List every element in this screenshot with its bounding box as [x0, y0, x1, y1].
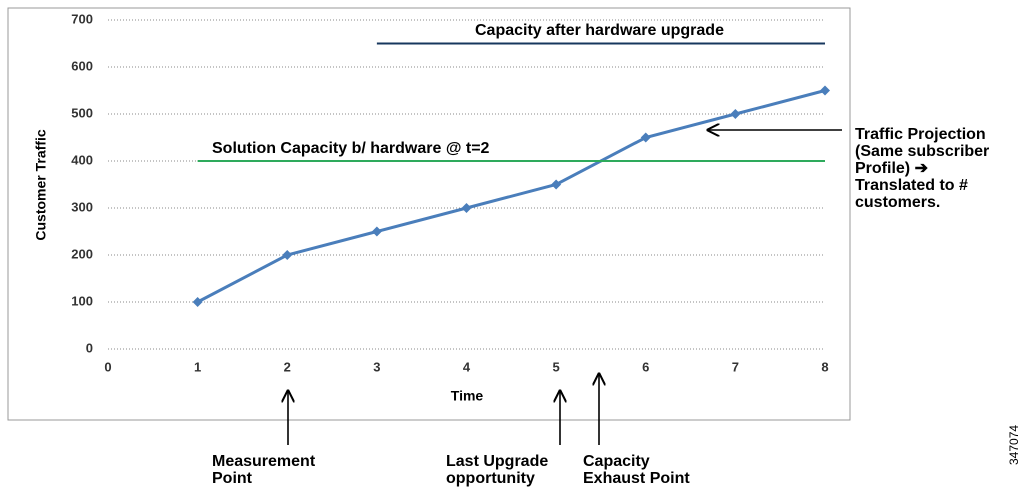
series-line: [196, 89, 826, 304]
data-point: [192, 297, 203, 307]
y-tick-label: 400: [71, 152, 93, 167]
annotation-text: Last Upgrade: [446, 453, 548, 470]
data-point: [640, 132, 651, 143]
x-tick-label: 5: [553, 359, 560, 374]
plot-area: 0 100 200 300 400 500 600 700 0 1 2 3 4 5 6 7 8: [71, 11, 830, 374]
annotation-text: (Same subscriber: [855, 143, 989, 160]
y-tick-label: 700: [71, 11, 93, 26]
x-tick-label: 1: [194, 359, 201, 374]
annotation-text: opportunity: [446, 470, 535, 487]
x-tick-label: 8: [821, 359, 828, 374]
annotation-text: Translated to #: [855, 177, 968, 194]
annotation-text: customers.: [855, 194, 940, 211]
annotation-text: Traffic Projection: [855, 126, 986, 143]
y-tick-label: 100: [71, 293, 93, 308]
y-axis-label: Customer Traffic: [33, 129, 49, 240]
capacity-label: Solution Capacity b/ hardware @ t=2: [212, 140, 490, 157]
upgrade-label: Capacity after hardware upgrade: [475, 22, 724, 39]
y-tick-label: 500: [71, 105, 93, 120]
data-point: [282, 250, 293, 260]
annotation-text: Exhaust Point: [583, 470, 690, 487]
x-tick-label: 3: [373, 359, 380, 374]
data-point: [551, 179, 562, 190]
x-axis-label: Time: [451, 388, 484, 404]
annotation-text: Profile) ➔: [855, 160, 929, 177]
x-tick-label: 7: [732, 359, 739, 374]
x-tick-label: 6: [642, 359, 649, 374]
x-tick-label: 2: [284, 359, 291, 374]
y-tick-label: 600: [71, 58, 93, 73]
x-tick-label: 0: [104, 359, 111, 374]
data-point: [820, 85, 830, 96]
data-point: [730, 109, 741, 119]
data-point: [371, 226, 382, 237]
y-tick-label: 0: [86, 340, 93, 355]
annotations: Traffic Projection(Same subscriberProfil…: [212, 126, 989, 487]
x-tick-label: 4: [463, 359, 471, 374]
annotation-text: Point: [212, 470, 253, 487]
y-tick-label: 300: [71, 199, 93, 214]
y-tick-label: 200: [71, 246, 93, 261]
annotation-text: Capacity: [583, 453, 650, 470]
data-point: [461, 203, 472, 213]
annotation-text: Measurement: [212, 453, 316, 470]
figure-id: 347074: [1007, 425, 1021, 465]
chart-frame: [7, 7, 851, 421]
